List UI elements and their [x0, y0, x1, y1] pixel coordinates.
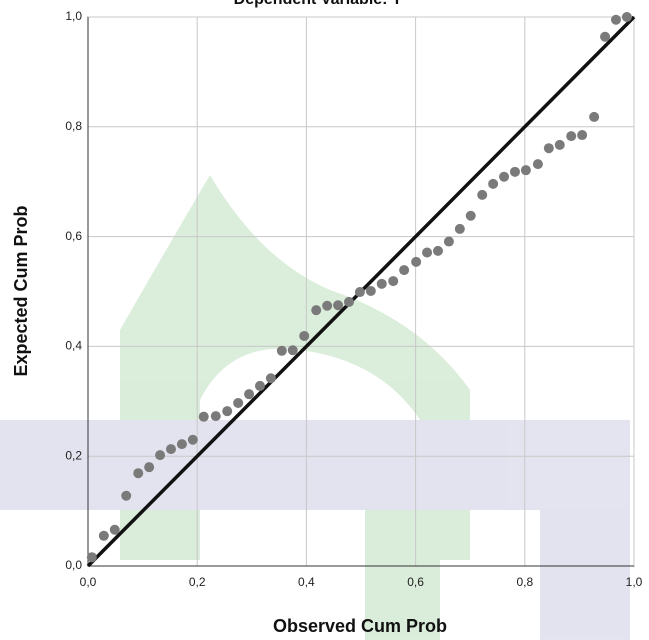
point: [354, 287, 365, 298]
x-tick-label: 1,0: [626, 575, 643, 589]
point: [600, 31, 611, 42]
point: [577, 130, 588, 141]
point: [343, 296, 354, 307]
point: [543, 143, 554, 154]
point: [322, 300, 333, 311]
point: [443, 236, 454, 247]
x-tick-label: 0,2: [189, 575, 206, 589]
x-tick-label: 0,4: [298, 575, 315, 589]
point: [176, 439, 187, 450]
point: [311, 305, 322, 316]
chart-title: Dependent Variable: Y: [234, 0, 403, 8]
y-tick-label: 0,0: [65, 558, 82, 572]
y-tick-label: 0,8: [65, 119, 82, 133]
point: [621, 12, 632, 22]
point: [365, 285, 376, 296]
point: [133, 468, 144, 479]
point: [265, 373, 276, 384]
point: [477, 189, 488, 200]
point: [165, 444, 176, 455]
point: [109, 524, 120, 535]
y-tick-label: 1,0: [65, 9, 82, 23]
point: [399, 265, 410, 276]
point: [287, 345, 298, 356]
point: [244, 389, 255, 400]
point: [532, 159, 543, 170]
point: [499, 171, 510, 182]
y-tick-label: 0,2: [65, 448, 82, 462]
x-tick-label: 0,0: [80, 575, 97, 589]
x-tick-label: 0,8: [516, 575, 533, 589]
point: [198, 411, 209, 422]
point: [144, 462, 155, 473]
y-axis-title: Expected Cum Prob: [11, 205, 31, 376]
point: [422, 247, 433, 258]
point: [488, 178, 499, 189]
point: [86, 552, 97, 563]
point: [333, 300, 344, 311]
point: [610, 14, 621, 25]
point: [509, 166, 520, 177]
point: [465, 210, 476, 221]
point: [554, 139, 565, 150]
point: [233, 397, 244, 408]
point: [388, 276, 399, 287]
x-tick-label: 0,6: [407, 575, 424, 589]
point: [520, 165, 531, 176]
point: [411, 256, 422, 267]
point: [210, 411, 221, 422]
point: [454, 223, 465, 234]
point: [432, 245, 443, 256]
point: [376, 278, 387, 289]
y-tick-label: 0,4: [65, 339, 82, 353]
y-tick-label: 0,6: [65, 229, 82, 243]
point: [589, 111, 600, 122]
point: [121, 490, 132, 501]
point: [187, 434, 198, 445]
point: [276, 345, 287, 356]
point: [98, 530, 109, 541]
watermark: [0, 175, 630, 640]
point: [566, 131, 577, 142]
point: [254, 380, 265, 391]
point: [299, 330, 310, 341]
x-axis-title: Observed Cum Prob: [273, 616, 447, 636]
point: [222, 406, 233, 417]
point: [155, 450, 166, 461]
